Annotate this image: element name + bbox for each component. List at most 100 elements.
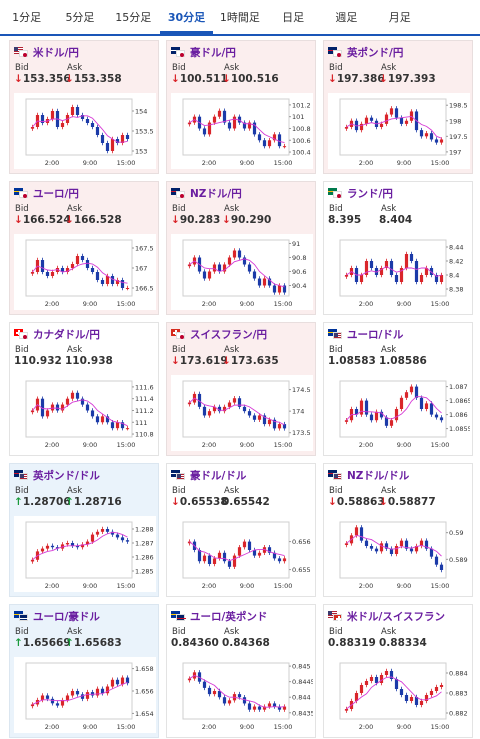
candle-body: [120, 280, 125, 288]
candle-body: [252, 550, 257, 556]
candlestick-chart[interactable]: 1.288 1.287 1.286 1.285 2:00 9:00 15:00: [14, 516, 156, 592]
tab-1[interactable]: 5分足: [65, 11, 95, 24]
tab-3[interactable]: 30分足: [159, 0, 214, 34]
candle-body: [60, 404, 65, 411]
ch-flag-icon: [333, 614, 342, 621]
y-tick-label: 0.655: [292, 566, 311, 574]
down-arrow-icon: ↓: [171, 214, 180, 226]
candle-body: [75, 107, 80, 115]
pair-name-link[interactable]: ユーロ/ドル: [347, 328, 404, 341]
x-tick-label: 15:00: [117, 159, 136, 167]
candle-body: [85, 260, 90, 268]
tab-4[interactable]: 1時間足: [219, 11, 260, 24]
y-tick-label: 174: [292, 408, 304, 416]
rate-card[interactable]: NZドル/円 Bid Ask ↓90.283 ↓90.290 91 90.8 90.6 90.4…: [166, 181, 316, 315]
ask-price: ↓100.516: [222, 73, 279, 85]
chart-svg: 1.658 1.656 1.654 2:00 9:00 15:00: [25, 662, 154, 731]
y-tick-label: 101: [292, 113, 304, 121]
rate-card[interactable]: NZドル/ドル Bid Ask ↓0.58863 ↓0.58877 0.59 0.589 2:…: [323, 463, 473, 597]
jp-flag-icon: [19, 191, 28, 198]
pair-name-link[interactable]: ユーロ/英ポンド: [190, 610, 268, 623]
bid-value: 166.524: [22, 214, 71, 226]
candlestick-chart[interactable]: 0.59 0.589 2:00 9:00 15:00: [328, 516, 470, 592]
au-flag-icon: [171, 470, 180, 477]
gb-flag-icon: [328, 47, 337, 54]
rate-card[interactable]: 英ポンド/ドル Bid Ask ↑1.28706 ↑1.28716 1.288 1.287 1…: [9, 463, 159, 597]
candlestick-chart[interactable]: 154 153.5 153 2:00 9:00 15:00: [14, 93, 156, 169]
bid-price: ↑1.65669: [14, 637, 71, 649]
pair-header: 米ドル/スイスフラン: [328, 609, 445, 623]
tab-7[interactable]: 月足: [388, 11, 411, 24]
eu-flag-icon: [14, 611, 23, 618]
candlestick-chart[interactable]: 0.656 0.655 2:00 9:00 15:00: [171, 516, 313, 592]
tab-6[interactable]: 週足: [335, 11, 358, 24]
candle-body: [202, 406, 207, 416]
x-tick-label: 2:00: [359, 723, 374, 731]
candlestick-chart[interactable]: 0.845 0.8445 0.844 0.8435 2:00 9:00 15:00: [171, 657, 313, 733]
candle-body: [419, 540, 424, 546]
candle-body: [60, 699, 65, 706]
candlestick-chart[interactable]: 101.2 101 100.8 100.6 100.4 2:00 9:00 15:00: [171, 93, 313, 169]
candlestick-chart[interactable]: 167.5 167 166.5 2:00 9:00 15:00: [14, 234, 156, 310]
candlestick-chart[interactable]: 1.087 1.0865 1.086 1.0855 2:00 9:00 15:00: [328, 375, 470, 451]
y-tick-label: 0.882: [449, 710, 468, 718]
x-tick-label: 2:00: [45, 159, 60, 167]
rate-card[interactable]: ランド/円 Bid Ask 8.395 8.404 8.44 8.42 8.4 8.38 2:00…: [323, 181, 473, 315]
candle-body: [40, 115, 45, 123]
pair-name-link[interactable]: ユーロ/円: [33, 187, 79, 200]
rate-card[interactable]: 英ポンド/円 Bid Ask ↓197.386 ↓197.393 198.5 198 197.…: [323, 40, 473, 174]
rate-card[interactable]: カナダドル/円 Bid Ask 110.932 110.938 111.6 111.4 111…: [9, 322, 159, 456]
bid-value: 8.395: [328, 214, 362, 226]
candlestick-chart[interactable]: 0.884 0.883 0.882 2:00 9:00 15:00: [328, 657, 470, 733]
candlestick-chart[interactable]: 174.5 174 173.5 2:00 9:00 15:00: [171, 375, 313, 451]
tab-5[interactable]: 日足: [282, 11, 305, 24]
rate-card[interactable]: 米ドル/スイスフラン Bid Ask 0.88319 0.88334 0.884 0.883…: [323, 604, 473, 738]
currency-pair-flag-icon: [171, 329, 185, 339]
candle-body: [55, 404, 60, 411]
rate-card[interactable]: ユーロ/英ポンド Bid Ask 0.84360 0.84368 0.845 0.8445 0…: [166, 604, 316, 738]
pair-name-link[interactable]: 米ドル/スイスフラン: [347, 610, 446, 623]
x-tick-label: 2:00: [202, 723, 217, 731]
y-tick-label: 198: [449, 117, 461, 125]
candle-body: [384, 543, 389, 549]
candlestick-chart[interactable]: 198.5 198 197.5 197 2:00 9:00 15:00: [328, 93, 470, 169]
pair-name-link[interactable]: 豪ドル/ドル: [190, 469, 247, 482]
pair-name-link[interactable]: 英ポンド/ドル: [33, 469, 100, 482]
candle-body: [110, 531, 115, 535]
rate-card[interactable]: 米ドル/円 Bid Ask ↓153.356 ↓153.358 154 153.5 153 2:…: [9, 40, 159, 174]
pair-name-link[interactable]: ランド/円: [347, 187, 393, 200]
candlestick-chart[interactable]: 91 90.8 90.6 90.4 2:00 9:00 15:00: [171, 234, 313, 310]
rate-card[interactable]: 豪ドル/ドル Bid Ask ↓0.65538 0.65542 0.656 0.655 2:0…: [166, 463, 316, 597]
candle-body: [364, 261, 369, 275]
tab-2[interactable]: 15分足: [115, 11, 152, 24]
eu-flag-icon: [171, 611, 180, 618]
rate-card[interactable]: ユーロ/ドル Bid Ask 1.08583 1.08586 1.087 1.0865 1.0…: [323, 322, 473, 456]
rate-card[interactable]: ユーロ/豪ドル Bid Ask ↑1.65669 ↑1.65683 1.658 1.656 1…: [9, 604, 159, 738]
pair-name-link[interactable]: ユーロ/豪ドル: [33, 610, 100, 623]
candlestick-chart[interactable]: 1.658 1.656 1.654 2:00 9:00 15:00: [14, 657, 156, 733]
jp-flag-icon: [19, 332, 28, 339]
candle-body: [272, 134, 277, 141]
candle-body: [40, 260, 45, 272]
rate-card[interactable]: スイスフラン/円 Bid Ask ↓173.619 ↓173.635 174.5 174 17…: [166, 322, 316, 456]
pair-name-link[interactable]: 英ポンド/円: [347, 46, 404, 59]
candle-body: [414, 697, 419, 705]
pair-header: NZドル/円: [171, 186, 242, 200]
pair-name-link[interactable]: NZドル/ドル: [347, 469, 410, 482]
ask-label: Ask: [381, 204, 397, 214]
candle-body: [50, 698, 55, 704]
down-arrow-icon: ↓: [328, 496, 337, 508]
candlestick-chart[interactable]: 8.44 8.42 8.4 8.38 2:00 9:00 15:00: [328, 234, 470, 310]
candle-body: [247, 264, 252, 272]
pair-name-link[interactable]: NZドル/円: [190, 187, 242, 200]
rate-card[interactable]: 豪ドル/円 Bid Ask ↓100.511 ↓100.516 101.2 101 100.8…: [166, 40, 316, 174]
candlestick-chart[interactable]: 111.6 111.4 111.2 111 110.8 2:00 9:00 15:00: [14, 375, 156, 451]
x-tick-label: 15:00: [117, 582, 136, 590]
pair-name-link[interactable]: 米ドル/円: [33, 46, 79, 59]
pair-name-link[interactable]: カナダドル/円: [33, 328, 100, 341]
tab-0[interactable]: 1分足: [12, 11, 42, 24]
candle-body: [257, 134, 262, 141]
pair-name-link[interactable]: スイスフラン/円: [190, 328, 268, 341]
pair-name-link[interactable]: 豪ドル/円: [190, 46, 236, 59]
rate-card[interactable]: ユーロ/円 Bid Ask ↓166.524 ↓166.528 167.5 167 166.5…: [9, 181, 159, 315]
